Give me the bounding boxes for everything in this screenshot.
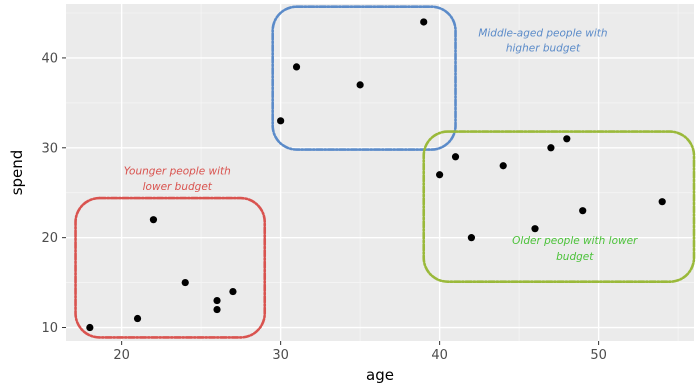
- data-point: [181, 278, 189, 287]
- data-point: [499, 162, 507, 170]
- data-point: [531, 225, 539, 233]
- data-point: [547, 144, 555, 152]
- y-tick-label: 40: [41, 51, 58, 66]
- older-group-label-line-2: budget: [556, 251, 594, 263]
- data-point: [133, 314, 142, 323]
- data-point: [451, 153, 460, 161]
- plot-panel: [66, 4, 694, 341]
- cluster-annotations: Younger people with lower budget Middle-ag…: [74, 5, 696, 339]
- data-point: [658, 198, 666, 206]
- data-point: [436, 171, 444, 179]
- y-tick-label: 20: [41, 231, 58, 246]
- younger-group-box: [74, 196, 267, 339]
- data-point: [292, 63, 301, 71]
- data-point: [356, 81, 364, 89]
- younger-group-label-line-2: lower budget: [143, 181, 213, 193]
- middle-aged-group-label-line-1: Middle-aged people with: [478, 27, 607, 39]
- x-tick-label: 40: [431, 348, 448, 363]
- data-point: [229, 287, 237, 296]
- older-group-box: [422, 130, 696, 283]
- x-axis-title: age: [366, 366, 394, 384]
- data-point: [86, 323, 94, 332]
- middle-aged-group: Middle-aged people with higher budget: [271, 5, 608, 151]
- y-tick-label: 30: [41, 141, 58, 156]
- data-point: [467, 234, 476, 242]
- data-point: [563, 135, 571, 143]
- younger-group: Younger people with lower budget: [74, 166, 267, 339]
- younger-group-label-line-1: Younger people with: [124, 166, 231, 178]
- older-group: Older people with lower budget: [422, 130, 696, 283]
- y-axis-title: spend: [8, 150, 26, 196]
- data-point: [149, 216, 158, 224]
- x-tick-label: 20: [113, 348, 130, 363]
- middle-aged-group-label-line-2: higher budget: [506, 43, 581, 55]
- older-group-label-line-1: Older people with lower: [512, 235, 638, 247]
- x-tick-label: 30: [272, 348, 289, 363]
- data-point: [579, 207, 587, 215]
- middle-aged-group-box: [271, 5, 457, 151]
- data-point: [420, 18, 428, 26]
- axis-ticks: [62, 57, 600, 345]
- data-point: [213, 296, 221, 305]
- data-point: [213, 305, 221, 314]
- data-points: [86, 18, 666, 332]
- minor-gridlines: [66, 4, 694, 341]
- y-tick-label: 10: [41, 321, 58, 336]
- data-point: [277, 117, 285, 125]
- x-tick-label: 50: [590, 348, 607, 363]
- tick-labels: 20 30 40 50 10 20 30 40: [41, 51, 606, 363]
